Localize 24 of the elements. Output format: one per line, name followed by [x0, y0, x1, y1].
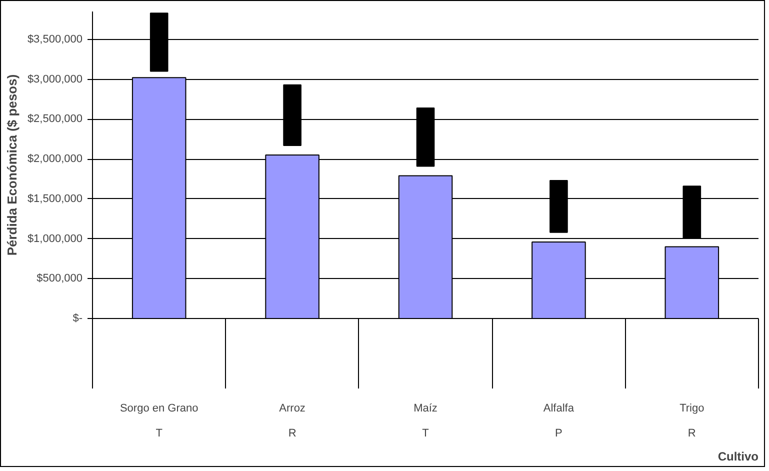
text: T: [422, 428, 430, 440]
y-tick-label: $-: [72, 312, 83, 324]
x-tick-label: Sorgo en Grano: [120, 402, 198, 414]
y-tick-label: $3,500,000: [27, 33, 83, 46]
y-tick-label: $3,000,000: [27, 73, 83, 86]
y-tick-label: $1,000,000: [27, 232, 83, 245]
text: P: [555, 428, 562, 440]
x-tick-label: Alfalfa: [543, 402, 575, 414]
y-tick-label: $2,000,000: [27, 153, 83, 166]
y-tick-label: $1,500,000: [27, 192, 83, 205]
y-axis-title: Pérdida Económica ($ pesos): [4, 74, 20, 256]
y-tick-label: $2,500,000: [27, 113, 83, 126]
bar: [682, 186, 702, 238]
y-tick-label: $500,000: [36, 272, 83, 285]
x-axis-title: Cultivo: [718, 450, 759, 464]
bar: [550, 180, 568, 233]
text: R: [288, 428, 296, 440]
x-tick-label: Trigo: [680, 402, 704, 414]
bar: [283, 84, 302, 146]
x-tick-label: Arroz: [279, 402, 306, 414]
text: T: [156, 428, 163, 440]
bar: [416, 107, 435, 167]
x-tick-label: Maíz: [414, 402, 438, 414]
text: R: [688, 428, 696, 440]
